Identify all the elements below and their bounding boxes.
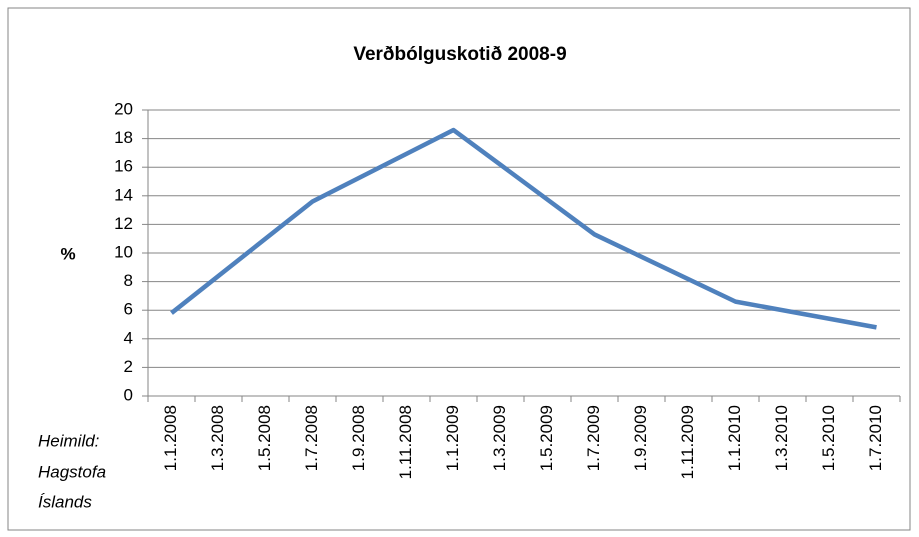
- y-axis-label: %: [60, 244, 75, 263]
- x-tick-label: 1.5.2010: [819, 405, 838, 471]
- source-note: Hagstofa: [38, 462, 106, 481]
- x-tick-label: 1.1.2010: [725, 405, 744, 471]
- x-tick-label: 1.1.2008: [161, 405, 180, 471]
- y-tick-label: 0: [124, 385, 133, 404]
- x-tick-label: 1.7.2009: [584, 405, 603, 471]
- x-tick-label: 1.1.2009: [443, 405, 462, 471]
- y-tick-label: 10: [114, 242, 133, 261]
- source-note: Íslands: [38, 492, 92, 511]
- source-note: Heimild:: [38, 431, 100, 450]
- y-tick-label: 16: [114, 157, 133, 176]
- x-tick-label: 1.11.2009: [678, 405, 697, 479]
- y-tick-label: 20: [114, 99, 133, 118]
- y-tick-label: 12: [114, 214, 133, 233]
- chart-title: Verðbólguskotið 2008-9: [353, 44, 566, 65]
- x-tick-label: 1.11.2008: [396, 405, 415, 479]
- y-tick-label: 4: [124, 328, 133, 347]
- x-tick-label: 1.3.2009: [490, 405, 509, 471]
- x-tick-label: 1.3.2008: [208, 405, 227, 471]
- x-tick-label: 1.9.2009: [631, 405, 650, 471]
- x-tick-label: 1.7.2008: [302, 405, 321, 471]
- y-tick-label: 2: [124, 357, 133, 376]
- x-tick-label: 1.5.2008: [255, 405, 274, 471]
- x-tick-label: 1.7.2010: [866, 405, 885, 471]
- y-tick-label: 18: [114, 128, 133, 147]
- y-tick-label: 8: [124, 271, 133, 290]
- data-line: [170, 127, 877, 330]
- chart-border: [7, 7, 911, 531]
- x-tick-label: 1.9.2008: [349, 405, 368, 471]
- x-tick-label: 1.5.2009: [537, 405, 556, 471]
- y-tick-label: 14: [114, 185, 133, 204]
- y-tick-label: 6: [124, 300, 133, 319]
- x-tick-label: 1.3.2010: [772, 405, 791, 471]
